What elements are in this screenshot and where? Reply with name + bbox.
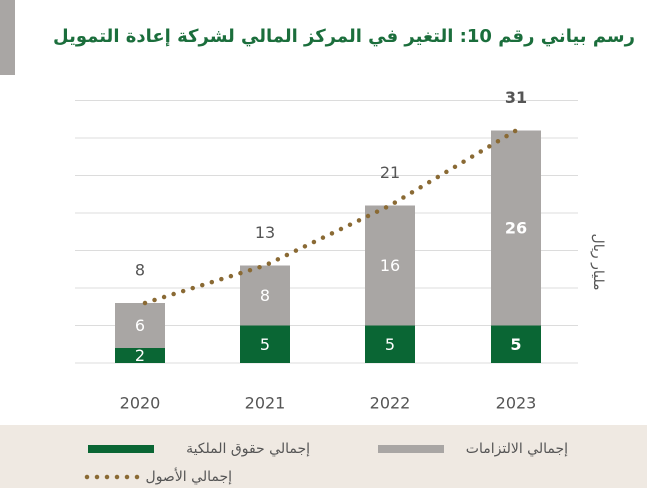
total-label: 13 bbox=[255, 223, 275, 242]
bar-segment bbox=[115, 348, 165, 363]
bar-segment bbox=[115, 303, 165, 348]
data-label: 2 bbox=[135, 346, 145, 365]
legend-swatch bbox=[88, 445, 154, 453]
legend-label: إجمالي الأصول bbox=[146, 467, 233, 485]
bar-segment bbox=[491, 130, 541, 326]
legend-swatch bbox=[378, 445, 444, 453]
data-label: 5 bbox=[510, 335, 521, 354]
bar-segment bbox=[240, 265, 290, 326]
legend-label: إجمالي الالتزامات bbox=[466, 441, 568, 457]
data-label: 5 bbox=[385, 335, 395, 354]
bar-segment bbox=[240, 325, 290, 363]
line bbox=[142, 128, 519, 306]
legend-label: إجمالي حقوق الملكية bbox=[186, 441, 310, 457]
bar-segment bbox=[365, 205, 415, 326]
data-label: 16 bbox=[380, 256, 400, 275]
total-label: 21 bbox=[380, 163, 400, 182]
total-label: 31 bbox=[505, 88, 527, 107]
bar-segment bbox=[491, 325, 541, 363]
data-label: 26 bbox=[505, 219, 527, 238]
x-tick-label: 2023 bbox=[496, 394, 537, 413]
bar-segment bbox=[365, 325, 415, 363]
y-axis-label: مليار ريال bbox=[590, 234, 606, 291]
x-tick-label: 2022 bbox=[370, 394, 411, 413]
total-label: 8 bbox=[135, 261, 145, 280]
x-tick-label: 2021 bbox=[245, 394, 286, 413]
chart-title: رسم بياني رقم 10: التغير في المركز المال… bbox=[53, 26, 635, 47]
x-tick-label: 2020 bbox=[120, 394, 161, 413]
data-label: 5 bbox=[260, 335, 270, 354]
data-label: 6 bbox=[135, 316, 145, 335]
data-label: 8 bbox=[260, 286, 270, 305]
title-accent bbox=[0, 0, 15, 75]
